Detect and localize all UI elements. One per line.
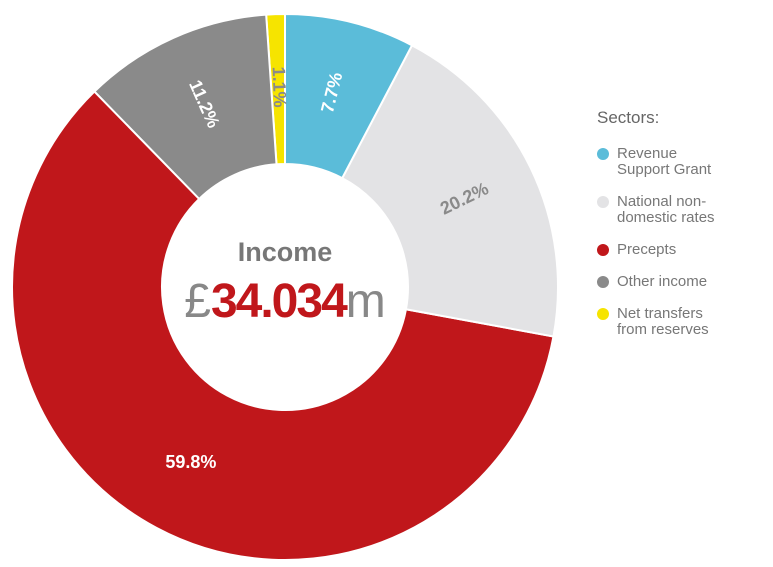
center-total: £34.034m	[184, 275, 386, 328]
legend-label: Precepts	[617, 241, 677, 258]
total-value: 34.034	[211, 275, 348, 328]
total-unit: m	[346, 275, 386, 328]
legend-label: Other income	[617, 273, 708, 290]
legend-item: Revenue Support Grant	[597, 146, 773, 178]
legend-title: Sectors:	[597, 108, 660, 127]
donut-segment	[92, 13, 278, 201]
legend-label: Net transfers from reserves	[617, 305, 709, 338]
donut-segment	[284, 12, 414, 180]
legend-item: Precepts	[597, 242, 773, 258]
legend-swatch	[597, 276, 609, 288]
legend-label: National non-domestic rates	[617, 193, 715, 226]
donut-segment	[11, 90, 555, 561]
legend-label: Revenue Support Grant	[617, 145, 712, 178]
total-currency: £	[184, 275, 211, 328]
donut-segment	[340, 43, 559, 338]
value-label: 59.8%	[165, 452, 216, 472]
value-label: 1.1%	[269, 66, 290, 108]
legend: Sectors: Revenue Support Grant National n…	[597, 108, 773, 354]
legend-swatch	[597, 308, 609, 320]
legend-item: National non-domestic rates	[597, 194, 773, 226]
legend-swatch	[597, 196, 609, 208]
center-label: Income	[238, 237, 333, 267]
legend-swatch	[597, 148, 609, 160]
legend-item: Net transfers from reserves	[597, 306, 773, 338]
legend-item: Other income	[597, 274, 773, 290]
legend-swatch	[597, 244, 609, 256]
chart: Income £34.034m 7.7%20.2%59.8%11.2% 1.1%	[11, 12, 559, 561]
